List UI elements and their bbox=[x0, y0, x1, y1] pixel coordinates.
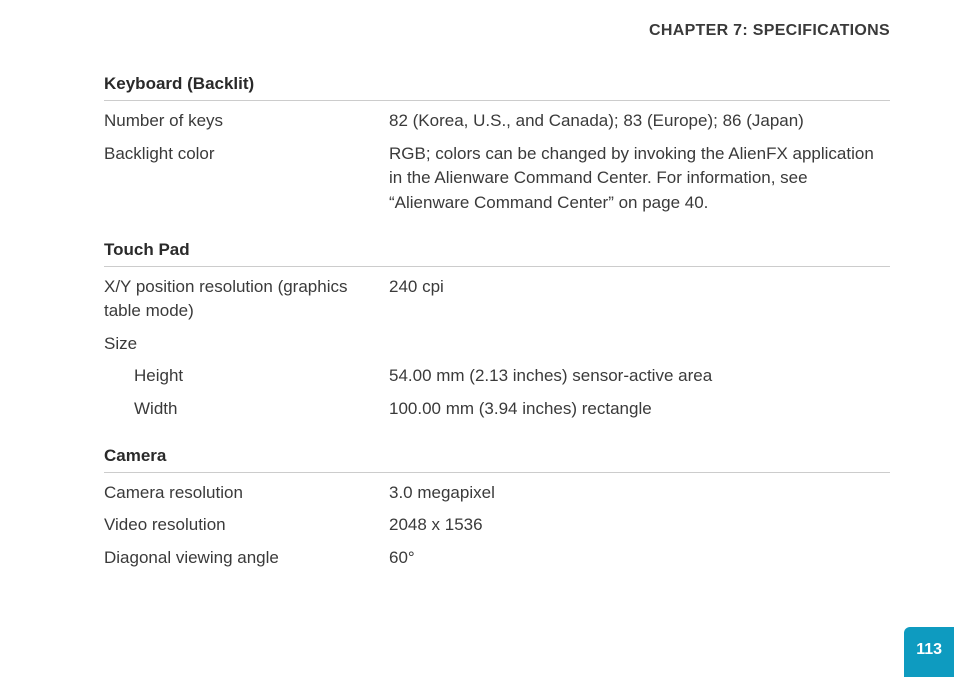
spec-label-indented: Width bbox=[104, 397, 389, 422]
spec-label: Backlight color bbox=[104, 142, 389, 167]
section-camera: Camera Camera resolution 3.0 megapixel V… bbox=[104, 446, 890, 571]
spec-label: Size bbox=[104, 332, 389, 357]
spec-label-indented: Height bbox=[104, 364, 389, 389]
spec-value: 100.00 mm (3.94 inches) rectangle bbox=[389, 397, 890, 422]
chapter-heading: CHAPTER 7: SPECIFICATIONS bbox=[104, 22, 890, 40]
page-content: CHAPTER 7: SPECIFICATIONS Keyboard (Back… bbox=[0, 0, 954, 571]
spec-label: Video resolution bbox=[104, 513, 389, 538]
spec-row: Diagonal viewing angle 60° bbox=[104, 546, 890, 571]
spec-value: 2048 x 1536 bbox=[389, 513, 890, 538]
spec-label: Camera resolution bbox=[104, 481, 389, 506]
spec-row: Camera resolution 3.0 megapixel bbox=[104, 481, 890, 506]
spec-value: RGB; colors can be changed by invoking t… bbox=[389, 142, 890, 216]
spec-row: Number of keys 82 (Korea, U.S., and Cana… bbox=[104, 109, 890, 134]
spec-row: Width 100.00 mm (3.94 inches) rectangle bbox=[104, 397, 890, 422]
page-number-tab: 113 bbox=[904, 627, 954, 677]
spec-label: X/Y position resolution (graphics table … bbox=[104, 275, 389, 324]
section-touchpad: Touch Pad X/Y position resolution (graph… bbox=[104, 240, 890, 422]
section-title-camera: Camera bbox=[104, 446, 890, 473]
spec-label: Number of keys bbox=[104, 109, 389, 134]
spec-row: Height 54.00 mm (2.13 inches) sensor-act… bbox=[104, 364, 890, 389]
spec-row: X/Y position resolution (graphics table … bbox=[104, 275, 890, 324]
section-title-touchpad: Touch Pad bbox=[104, 240, 890, 267]
spec-value: 60° bbox=[389, 546, 890, 571]
spec-label: Diagonal viewing angle bbox=[104, 546, 389, 571]
section-keyboard: Keyboard (Backlit) Number of keys 82 (Ko… bbox=[104, 74, 890, 216]
spec-value: 82 (Korea, U.S., and Canada); 83 (Europe… bbox=[389, 109, 890, 134]
spec-value: 54.00 mm (2.13 inches) sensor-active are… bbox=[389, 364, 890, 389]
spec-value: 3.0 megapixel bbox=[389, 481, 890, 506]
spec-row: Video resolution 2048 x 1536 bbox=[104, 513, 890, 538]
spec-row: Size bbox=[104, 332, 890, 357]
section-title-keyboard: Keyboard (Backlit) bbox=[104, 74, 890, 101]
spec-value: 240 cpi bbox=[389, 275, 890, 300]
spec-row: Backlight color RGB; colors can be chang… bbox=[104, 142, 890, 216]
